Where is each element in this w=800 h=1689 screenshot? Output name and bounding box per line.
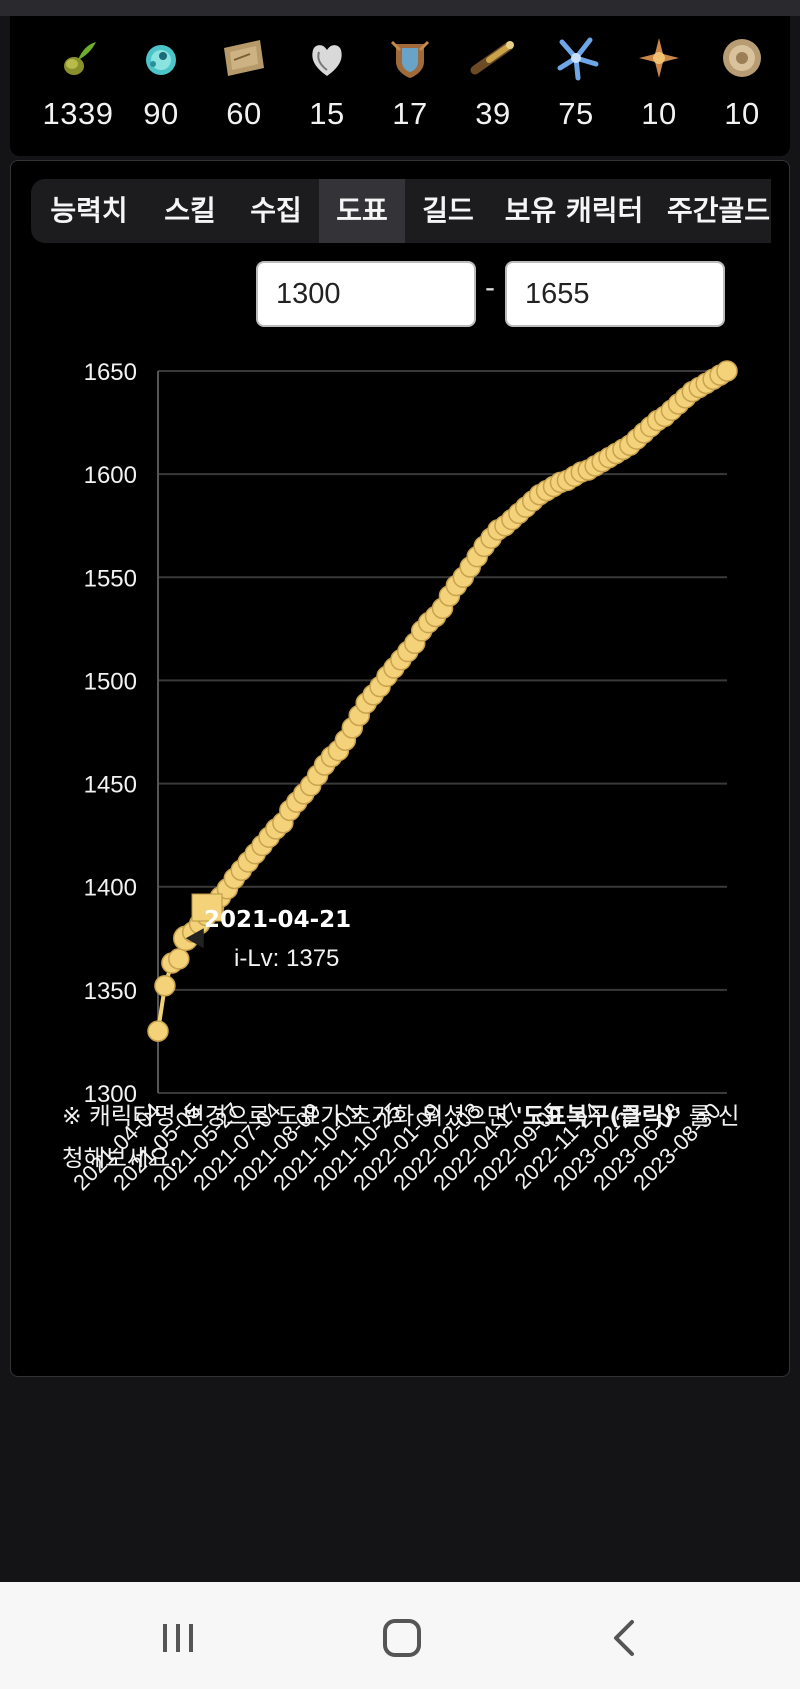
reset-note: ※ 캐릭터명 변경으로 도표가 초기화 되셨으면 '도표복구(클릭)' 를 신청… [62,1095,742,1179]
chart-restore-link[interactable]: '도표복구(클릭)' [515,1102,682,1130]
seed-sprout-icon [64,42,96,75]
y-tick-label: 1650 [84,359,137,386]
range-min-input[interactable]: 1300 [256,261,476,327]
collection-count: 90 [143,96,179,131]
collection-count: 60 [226,96,262,131]
grid-lines [157,370,727,1094]
tooltip-pointer [185,928,204,949]
round-seal-icon [723,39,761,77]
tab-stats[interactable]: 능력치 [50,194,128,227]
y-tick-label: 1450 [84,772,137,799]
tooltip-value: i-Lv: 1375 [234,945,339,972]
collection-count: 10 [724,96,760,131]
collection-count: 75 [558,96,594,131]
tab-collection[interactable]: 수집 [250,194,302,227]
y-axis-ticks: 1650 1600 1550 1500 1450 1400 1350 1300 [84,359,137,1108]
collection-item-creature[interactable]: 90 [119,34,203,132]
y-tick-label: 1550 [84,565,137,592]
treasure-map-icon [224,40,264,76]
tooltip-date: 2021-04-21 [204,907,351,933]
collection-count: 17 [392,96,428,131]
data-point[interactable] [154,974,176,997]
collection-item-heart[interactable]: 15 [285,34,369,132]
collection-item-flower[interactable]: 75 [534,34,618,132]
series-ilevel [147,360,738,1042]
tab-guild[interactable]: 길드 [422,194,474,227]
tab-bar: 능력치 스킬 수집 도표 길드 보유 캐릭터 주간골드 [31,179,771,243]
tab-owned-characters[interactable]: 보유 캐릭터 [504,194,644,227]
collection-count: 10 [641,96,677,131]
blue-flower-icon [557,37,599,81]
data-point[interactable] [716,360,738,382]
spyglass-icon [470,41,514,75]
recent-apps-icon[interactable] [148,1614,208,1662]
shield-crest-icon [390,40,430,78]
y-tick-label: 1600 [84,462,137,489]
collection-item-crest[interactable]: 17 [368,34,452,132]
main-panel: 능력치 스킬 수집 도표 길드 보유 캐릭터 주간골드 1300 - 1655 [10,160,790,1377]
collection-item-sprout[interactable]: 1339 [36,34,120,132]
blue-creature-icon [146,45,176,75]
note-suffix: 를 신청해보세요. [62,1102,740,1172]
note-prefix: ※ 캐릭터명 변경으로 도표가 초기화 되셨으면 [62,1102,516,1130]
system-nav-bar [0,1582,800,1689]
data-point[interactable] [147,1020,169,1042]
tab-weekly-gold[interactable]: 주간골드 [667,194,771,227]
home-icon[interactable] [372,1614,432,1662]
range-max-input[interactable]: 1655 [505,261,725,327]
y-tick-label: 1350 [84,978,137,1005]
data-point[interactable] [168,948,190,970]
y-tick-label: 1400 [84,875,137,902]
chart-tooltip: 2021-04-21 i-Lv: 1375 [185,893,351,972]
y-tick-label: 1500 [84,668,137,695]
collection-count: 39 [475,96,511,131]
y-tick-label: 1300 [84,1081,137,1108]
collection-count: 15 [309,96,345,131]
tab-chart[interactable]: 도표 [319,179,405,243]
top-strip [0,0,800,16]
collection-item-spyglass[interactable]: 39 [451,34,535,132]
tooltip-swatch [191,893,223,922]
star-compass-icon [639,38,679,78]
collection-item-map[interactable]: 60 [202,34,286,132]
heart-icon [312,45,342,76]
collection-panel: 1339 90 60 15 17 [10,16,790,156]
collection-item-compass[interactable]: 10 [617,34,701,132]
collection-count: 1339 [42,96,114,131]
range-separator: - [485,271,495,304]
tab-skills[interactable]: 스킬 [164,194,216,227]
back-icon[interactable] [596,1614,656,1662]
collection-item-seal[interactable]: 10 [700,34,784,132]
